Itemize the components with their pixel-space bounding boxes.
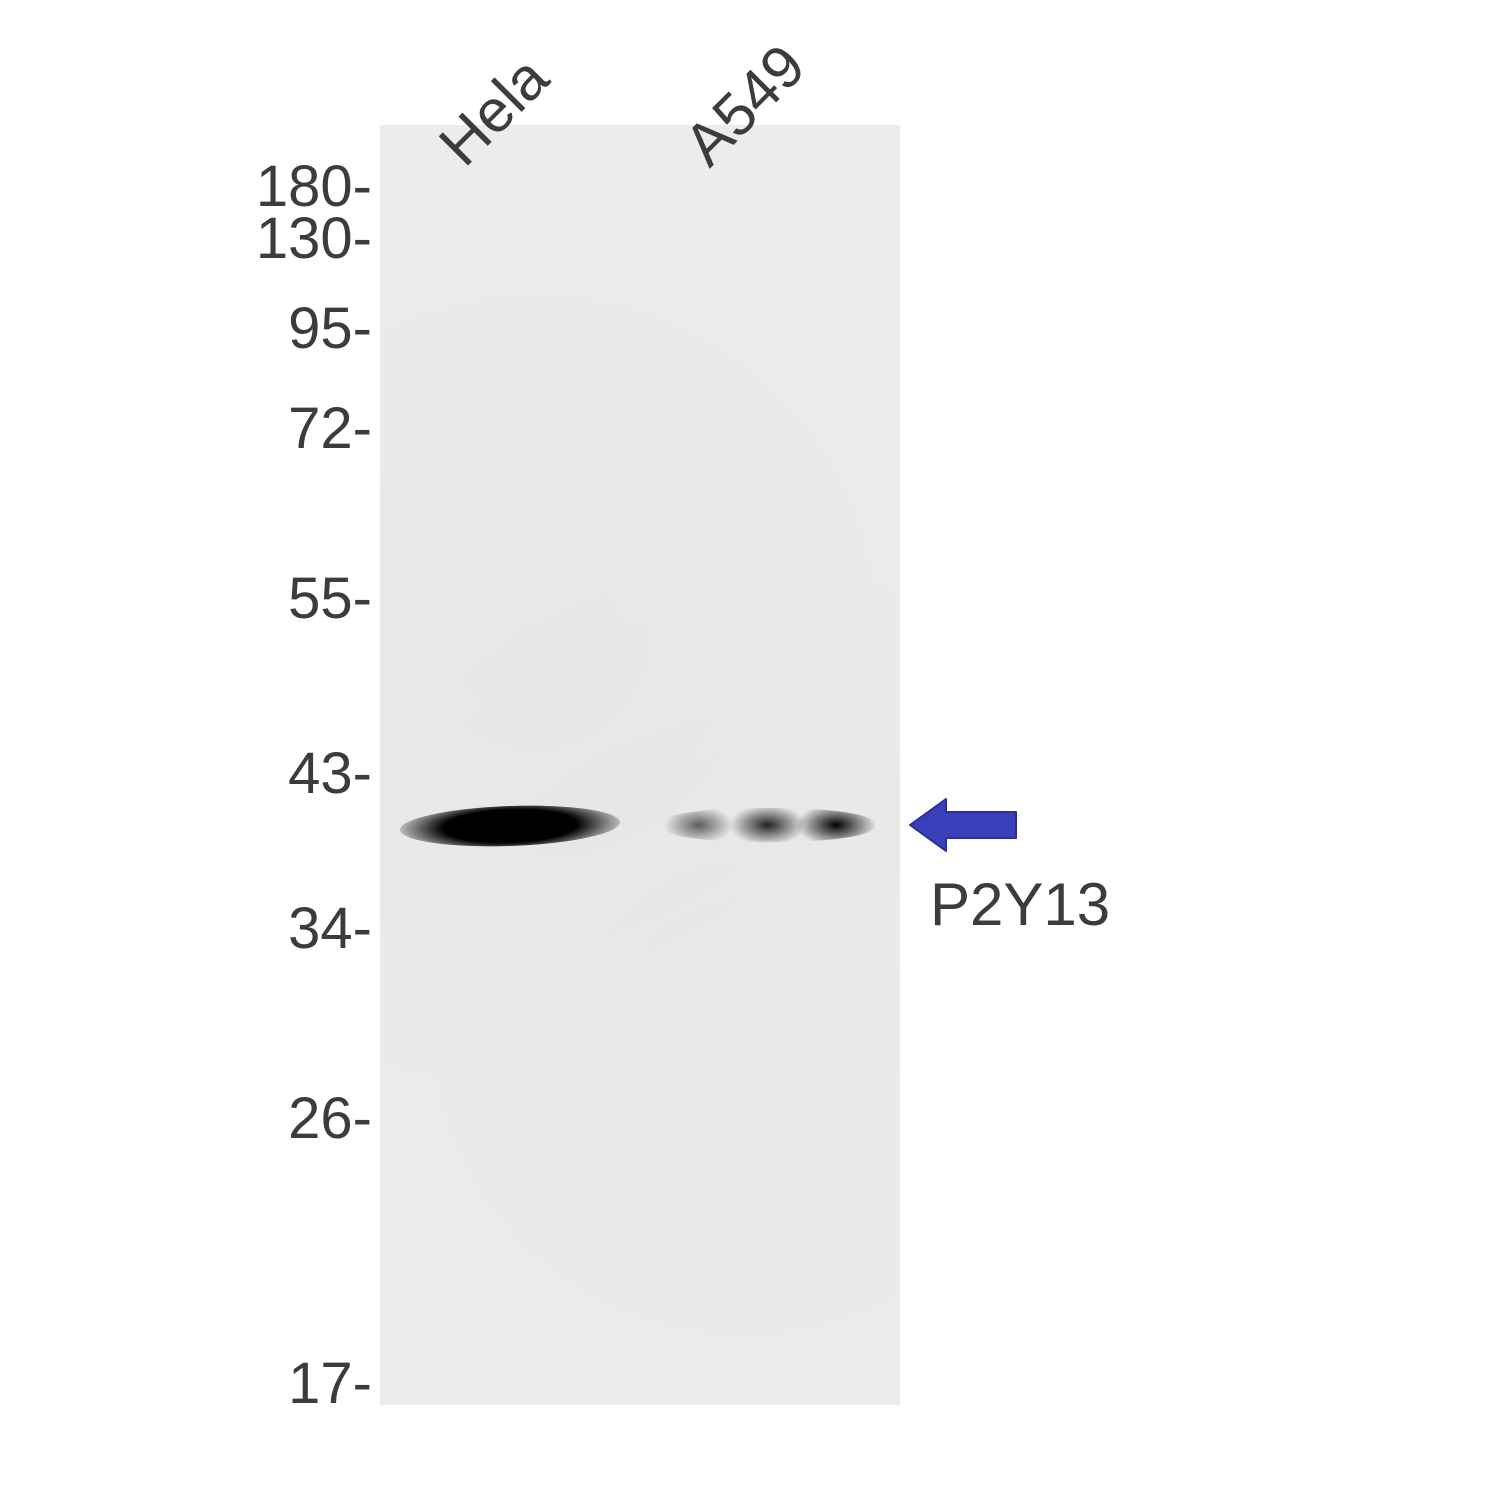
blot-membrane	[380, 125, 900, 1405]
mw-marker-55: 55-	[0, 565, 372, 632]
band-lane2	[660, 808, 875, 842]
western-blot-figure: Hela A549 180- 130- 95- 72- 55- 43- 34- …	[0, 0, 1500, 1500]
mw-marker-130: 130-	[0, 205, 372, 272]
mw-marker-17: 17-	[0, 1350, 372, 1417]
mw-marker-72: 72-	[0, 395, 372, 462]
mw-marker-26: 26-	[0, 1085, 372, 1152]
mw-marker-43: 43-	[0, 740, 372, 807]
target-arrow-icon	[908, 795, 1018, 855]
mw-marker-95: 95-	[0, 295, 372, 362]
mw-marker-34: 34-	[0, 895, 372, 962]
target-protein-label: P2Y13	[930, 870, 1110, 939]
